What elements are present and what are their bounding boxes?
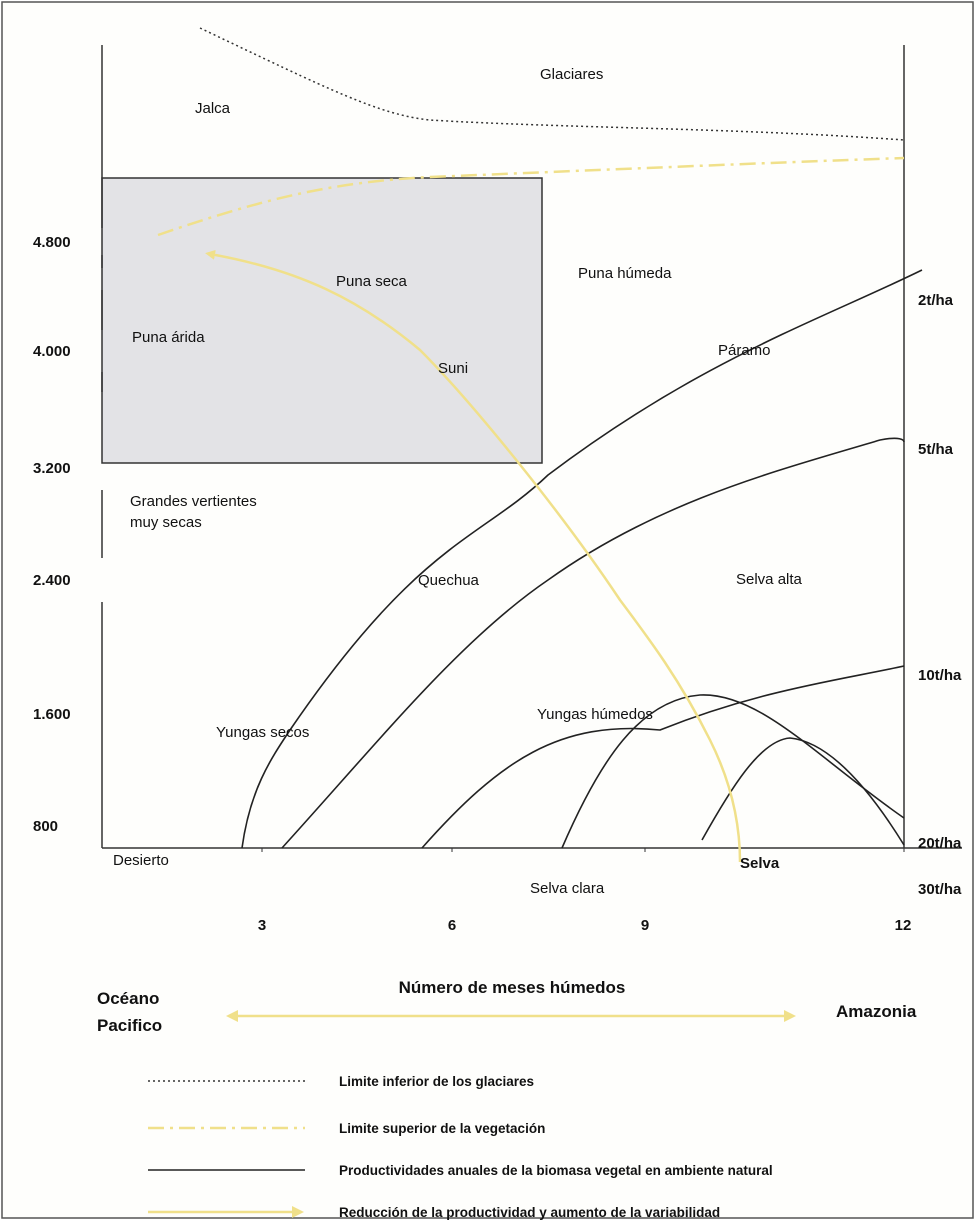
zone-jalca: Jalca — [195, 100, 231, 117]
productivity-label: 20t/ha — [918, 835, 962, 852]
y-tick-label: 4.800 — [33, 234, 71, 251]
y-tick-label: 2.400 — [33, 572, 71, 589]
zone-paramo: Páramo — [718, 342, 771, 359]
x-tick-label: 12 — [895, 917, 912, 934]
x-tick-label: 6 — [448, 917, 456, 934]
legend-label-reduction: Reducción de la productividad y aumento … — [339, 1205, 720, 1220]
vegetation-upper-limit-line — [157, 156, 905, 237]
zone-selva-alta: Selva alta — [736, 571, 803, 588]
x-tick-label: 9 — [641, 917, 649, 934]
zone-yungas-secos: Yungas secos — [216, 724, 309, 741]
zone-selva: Selva — [740, 855, 780, 872]
zone-puna-arida: Puna árida — [132, 329, 205, 346]
legend-label-productivity: Productividades anuales de la biomasa ve… — [339, 1163, 773, 1178]
legend: Limite inferior de los glaciares Limite … — [148, 1074, 773, 1220]
dry-puna-zone — [101, 177, 543, 464]
zone-labels: Glaciares Jalca Puna seca Puna húmeda Pu… — [113, 66, 803, 897]
y-tick-label: 1.600 — [33, 706, 71, 723]
left-side-label-line2: Pacifico — [97, 1016, 162, 1035]
zone-quechua: Quechua — [418, 572, 480, 589]
glacier-lower-limit-line — [199, 27, 905, 141]
y-tick-label: 800 — [33, 818, 58, 835]
right-side-label: Amazonia — [836, 1002, 917, 1021]
x-tick-label: 3 — [258, 917, 266, 934]
productivity-label: 5t/ha — [918, 441, 954, 458]
productivity-curve-30t — [701, 737, 905, 846]
productivity-label: 2t/ha — [918, 292, 954, 309]
productivity-curve-5t — [281, 437, 905, 849]
x-axis-title: Número de meses húmedos — [399, 978, 626, 997]
x-ticks — [261, 848, 905, 852]
productivity-labels: 2t/ha 5t/ha 10t/ha 20t/ha 30t/ha — [918, 292, 962, 898]
zone-yungas-humedos: Yungas húmedos — [537, 706, 653, 723]
zone-grandes-vertientes-line2: muy secas — [130, 514, 202, 531]
x-tick-labels: 3 6 9 12 — [258, 917, 912, 934]
y-tick-label: 3.200 — [33, 460, 71, 477]
productivity-curves — [241, 269, 923, 849]
productivity-label: 30t/ha — [918, 881, 962, 898]
left-side-label-line1: Océano — [97, 989, 159, 1008]
zone-puna-humeda: Puna húmeda — [578, 265, 672, 282]
zone-glaciares: Glaciares — [540, 66, 603, 83]
zone-desierto: Desierto — [113, 852, 169, 869]
y-tick-labels: 4.800 4.000 3.200 2.400 1.600 800 — [33, 234, 71, 835]
legend-label-vegetation: Limite superior de la vegetación — [339, 1121, 545, 1136]
reduction-arrow — [205, 249, 742, 863]
productivity-label: 10t/ha — [918, 667, 962, 684]
zone-grandes-vertientes-line1: Grandes vertientes — [130, 493, 257, 510]
y-tick-label: 4.000 — [33, 343, 71, 360]
productivity-curve-20t — [561, 694, 905, 849]
productivity-curve-10t — [421, 665, 905, 849]
zone-puna-seca: Puna seca — [336, 273, 408, 290]
zone-selva-clara: Selva clara — [530, 880, 605, 897]
productivity-curve-2t — [241, 269, 923, 849]
legend-label-glacier: Limite inferior de los glaciares — [339, 1074, 534, 1089]
zone-suni: Suni — [438, 360, 468, 377]
